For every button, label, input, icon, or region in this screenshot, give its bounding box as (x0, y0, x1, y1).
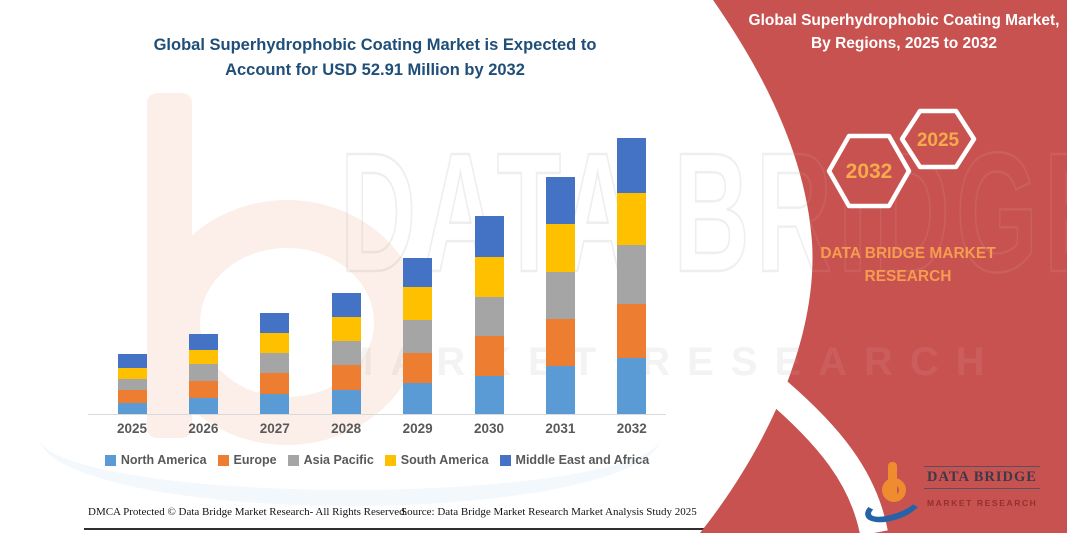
bar-segment-2031-middle-east-and-africa (545, 176, 575, 224)
bar-segment-2025-europe (117, 390, 147, 403)
bar-segment-2032-middle-east-and-africa (617, 138, 647, 193)
logo-tagline-text: MARKET RESEARCH (927, 498, 1038, 508)
bar-segment-2028-middle-east-and-africa (331, 292, 361, 317)
bar-segment-2028-europe (331, 365, 361, 390)
bar-segment-2027-asia-pacific (260, 352, 290, 373)
footer-rule (84, 528, 1013, 530)
bar-segment-2028-south-america (331, 316, 361, 341)
logo-b-bowl-icon (882, 478, 906, 502)
chart-legend: North America Europe Asia Pacific South Ame… (78, 453, 676, 467)
bar-segment-2027-north-america (260, 393, 290, 414)
legend-label-middle-east-and-africa: Middle East and Africa (515, 453, 650, 467)
x-axis-label-2028: 2028 (331, 421, 362, 436)
footer-source-text: Source: Data Bridge Market Research Mark… (401, 506, 697, 518)
bar-segment-2032-asia-pacific (617, 244, 647, 304)
stacked-bar-2028 (331, 292, 361, 414)
x-axis-labels: 2025 2026 2027 2028 2029 2030 2031 2032 (88, 421, 668, 439)
hexagon-2025 (899, 108, 977, 170)
plot-area (88, 127, 668, 414)
legend-swatch-south-america (384, 454, 396, 466)
bar-segment-2031-asia-pacific (545, 271, 575, 319)
x-axis-line (88, 414, 666, 415)
bar-segment-2028-asia-pacific (331, 340, 361, 366)
bar-segment-2032-north-america (617, 358, 647, 414)
legend-item-asia-pacific: Asia Pacific (287, 453, 374, 467)
panel-watermark-tagline-clip: MARKET RESEARCH (713, 342, 1067, 382)
bar-segment-2025-middle-east-and-africa (117, 354, 147, 369)
bar-segment-2026-europe (188, 380, 218, 399)
bar-segment-2029-asia-pacific (403, 319, 433, 354)
forecast-year-hexagons: 2032 2025 (826, 108, 977, 209)
bar-segment-2030-europe (474, 336, 504, 377)
bar-segment-2026-asia-pacific (188, 363, 218, 381)
stacked-bar-2025 (117, 354, 147, 414)
bar-segment-2029-south-america (403, 286, 433, 320)
data-bridge-logo: DATA BRIDGE MARKET RESEARCH (861, 456, 1066, 530)
bar-segment-2029-middle-east-and-africa (403, 257, 433, 287)
bar-segment-2032-europe (617, 303, 647, 359)
hexagon-2025-label: 2025 (917, 130, 960, 151)
bar-segment-2030-middle-east-and-africa (474, 216, 504, 257)
chart-title: Global Superhydrophobic Coating Market i… (55, 33, 695, 83)
bar-segment-2030-asia-pacific (474, 297, 504, 337)
legend-item-south-america: South America (384, 453, 489, 467)
panel-watermark-text: DATA BRIDGE (713, 128, 1067, 298)
bar-segment-2025-south-america (117, 368, 147, 380)
bar-segment-2030-south-america (474, 256, 504, 298)
x-axis-label-2026: 2026 (188, 421, 219, 436)
bar-segment-2027-middle-east-and-africa (260, 312, 290, 333)
legend-swatch-asia-pacific (287, 454, 299, 466)
bar-segment-2031-north-america (545, 366, 575, 414)
bar-segment-2027-south-america (260, 332, 290, 353)
hexagon-2032-label: 2032 (846, 160, 893, 183)
x-axis-label-2031: 2031 (545, 421, 576, 436)
stacked-bar-2032 (617, 138, 647, 414)
bar-segment-2031-europe (545, 318, 575, 366)
bar-segment-2028-north-america (331, 390, 361, 414)
side-panel-brand-caption: DATA BRIDGE MARKET RESEARCH (820, 245, 996, 285)
hexagon-2032 (826, 133, 912, 209)
bar-segment-2026-middle-east-and-africa (188, 333, 218, 350)
legend-item-europe: Europe (217, 453, 277, 467)
footer-dmca-text: DMCA Protected © Data Bridge Market Rese… (88, 506, 408, 518)
legend-label-north-america: North America (120, 453, 207, 467)
bar-segment-2032-south-america (617, 192, 647, 245)
x-axis-label-2030: 2030 (473, 421, 505, 436)
legend-swatch-europe (217, 454, 229, 466)
legend-label-south-america: South America (400, 453, 489, 467)
bar-segment-2031-south-america (545, 223, 575, 272)
bar-segment-2029-europe (403, 353, 433, 383)
stacked-bar-2026 (188, 333, 218, 414)
bar-segment-2025-north-america (117, 402, 147, 414)
bar-segment-2029-north-america (403, 382, 433, 414)
legend-item-north-america: North America (104, 453, 207, 467)
x-axis-label-2032: 2032 (616, 421, 647, 436)
legend-item-middle-east-and-africa: Middle East and Africa (499, 453, 650, 467)
x-axis-label-2029: 2029 (402, 421, 433, 436)
logo-brand-text: DATA BRIDGE (924, 466, 1040, 489)
stacked-bar-2031 (545, 176, 575, 414)
bar-segment-2030-north-america (474, 376, 504, 414)
legend-swatch-north-america (104, 454, 116, 466)
bar-segment-2025-asia-pacific (117, 379, 147, 391)
legend-label-asia-pacific: Asia Pacific (303, 453, 374, 467)
panel-watermark-tagline: MARKET RESEARCH (713, 342, 1002, 382)
x-axis-label-2025: 2025 (116, 421, 148, 436)
chart-title-line1: Global Superhydrophobic Coating Market i… (153, 36, 597, 54)
stacked-bar-2027 (260, 312, 290, 414)
bar-segment-2027-europe (260, 372, 290, 394)
x-axis-label-2027: 2027 (259, 421, 290, 436)
white-swoosh-cut (755, 369, 888, 533)
legend-swatch-middle-east-and-africa (499, 454, 511, 466)
bar-segment-2026-south-america (188, 349, 218, 364)
bar-segment-2026-north-america (188, 398, 218, 414)
stacked-bar-2029 (403, 257, 433, 414)
chart-title-line2: Account for USD 52.91 Million by 2032 (225, 61, 525, 79)
side-panel-heading: Global Superhydrophobic Coating Market, … (748, 12, 1060, 52)
stacked-bar-2030 (474, 216, 504, 414)
legend-label-europe: Europe (233, 453, 277, 467)
